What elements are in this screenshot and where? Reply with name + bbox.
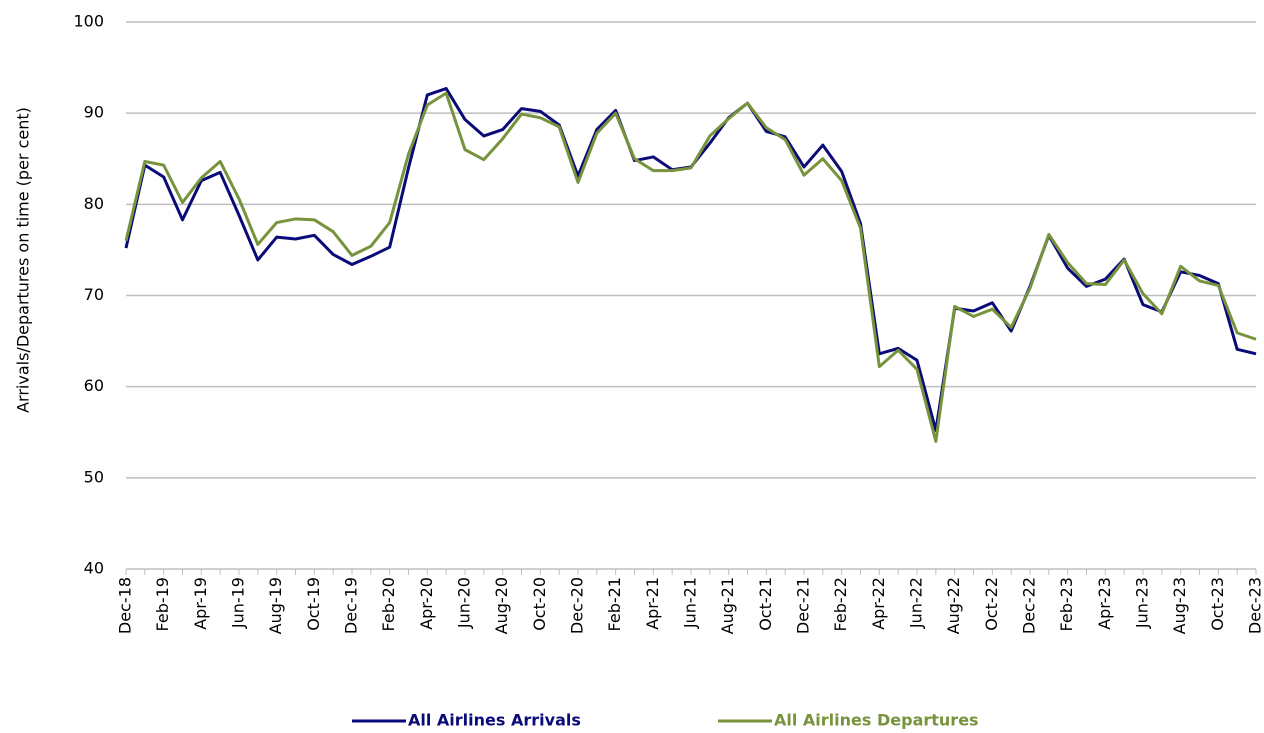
data-line xyxy=(124,87,1257,432)
x-tick-label: Dec-20 xyxy=(568,577,587,634)
y-tick-label: 40 xyxy=(84,559,104,578)
x-tick-label: Feb-19 xyxy=(153,577,172,631)
x-tick-label: Apr-20 xyxy=(417,577,436,630)
y-tick-label: 60 xyxy=(84,376,104,395)
y-axis-label: Arrivals/Departures on time (per cent) xyxy=(14,107,33,413)
x-tick-label: Dec-18 xyxy=(116,577,135,634)
x-tick-label: Feb-22 xyxy=(831,577,850,631)
y-tick-label: 90 xyxy=(84,103,104,122)
x-tick-label: Aug-21 xyxy=(718,577,737,634)
x-tick-label: Oct-19 xyxy=(304,577,323,631)
x-tick-label: Oct-20 xyxy=(530,577,549,631)
x-tick-label: Jun-23 xyxy=(1133,577,1152,629)
x-tick-label: Oct-22 xyxy=(982,577,1001,631)
x-tick-label: Jun-19 xyxy=(229,577,248,629)
x-tick-label: Dec-21 xyxy=(794,577,813,634)
x-tick-label: Apr-23 xyxy=(1095,577,1114,630)
y-tick-label: 100 xyxy=(73,12,104,31)
x-tick-label: Apr-22 xyxy=(869,577,888,630)
x-tick-label: Dec-23 xyxy=(1246,577,1264,634)
y-tick-label: 80 xyxy=(84,194,104,213)
x-tick-label: Jun-20 xyxy=(455,577,474,629)
x-tick-label: Dec-22 xyxy=(1020,577,1039,634)
x-tick-label: Dec-19 xyxy=(342,577,361,634)
x-tick-label: Aug-20 xyxy=(492,577,511,634)
x-tick-label: Apr-19 xyxy=(191,577,210,630)
x-tick-label: Aug-22 xyxy=(944,577,963,634)
x-tick-label: Oct-21 xyxy=(756,577,775,631)
x-tick-label: Feb-20 xyxy=(379,577,398,631)
legend-text: All Airlines Arrivals xyxy=(408,711,581,730)
x-tick-label: Aug-19 xyxy=(266,577,285,634)
y-tick-label: 70 xyxy=(84,285,104,304)
x-tick-label: Aug-23 xyxy=(1170,577,1189,634)
data-line xyxy=(124,91,1257,443)
x-tick-label: Feb-21 xyxy=(605,577,624,631)
y-tick-label: 50 xyxy=(84,467,104,486)
legend-text: All Airlines Departures xyxy=(774,711,979,730)
x-tick-label: Feb-23 xyxy=(1057,577,1076,631)
x-tick-label: Apr-21 xyxy=(643,577,662,630)
x-tick-label: Jun-21 xyxy=(681,577,700,629)
x-tick-label: Oct-23 xyxy=(1208,577,1227,631)
x-tick-label: Jun-22 xyxy=(907,577,926,629)
